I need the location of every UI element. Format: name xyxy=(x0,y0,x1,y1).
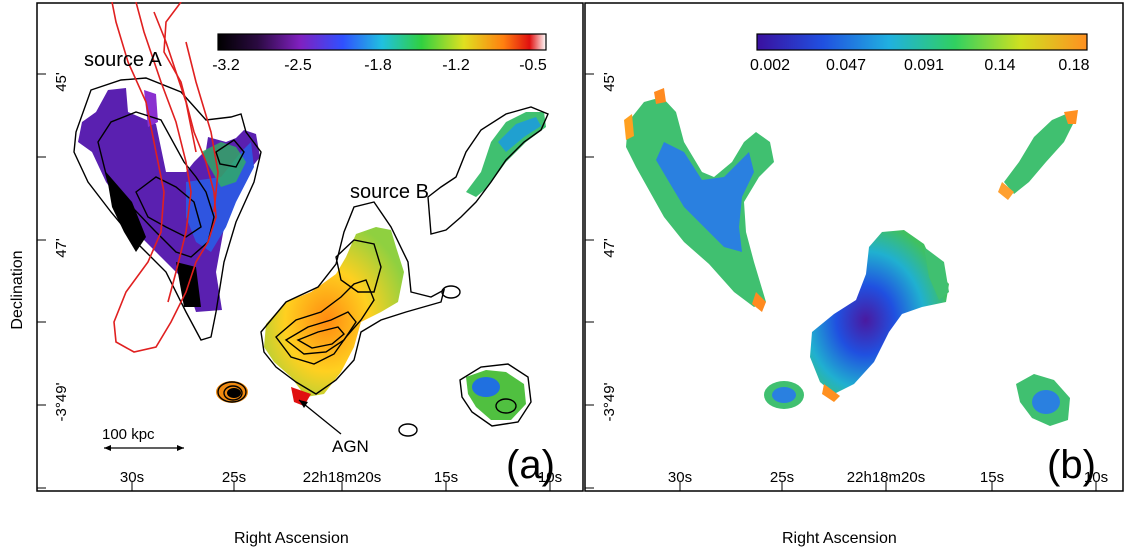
x-axis-label-a: Right Ascension xyxy=(234,530,349,547)
black-contours xyxy=(73,77,549,437)
y-axis-label-text: Declination xyxy=(9,250,26,329)
panel-b-tick-marks xyxy=(585,73,1097,491)
ra-tick-25: 25s xyxy=(222,469,246,486)
panel-a-ra-ticks: 30s 25s 22h18m20s 15s 10s xyxy=(120,469,562,486)
panel-b-source-b-green-edge xyxy=(924,247,949,300)
panel-a-tick-marks xyxy=(37,73,551,491)
source-b-spectral-map xyxy=(264,227,404,397)
panel-b-dec-ticks: 45' 47' -3°49' xyxy=(601,72,618,421)
source-a-dark-region xyxy=(106,172,146,252)
panel-b-source-a-inner xyxy=(656,142,754,252)
agn-arrowhead xyxy=(299,400,308,408)
filament-blue xyxy=(498,117,541,152)
panel-b-colorbar-ticks: 0.002 0.047 0.091 0.14 0.18 xyxy=(750,57,1090,74)
scale-bar-label: 100 kpc xyxy=(102,426,155,443)
agn-arrow xyxy=(298,399,342,435)
x-axis-label-b: Right Ascension xyxy=(782,530,897,547)
source-b-label: source B xyxy=(350,181,429,203)
panel-b-source-b xyxy=(810,230,949,394)
panel-b-label: (b) xyxy=(1047,443,1096,487)
b-ra-tick-20: 22h18m20s xyxy=(847,469,925,486)
colorbar-b-tick-4: 0.18 xyxy=(1058,57,1089,74)
panel-b-filament-tip xyxy=(1064,110,1078,124)
panel-b: 0.002 0.047 0.091 0.14 0.18 (b) 45' 47' … xyxy=(584,2,1124,492)
agn-label: AGN xyxy=(332,437,369,456)
b-dec-tick-47: 47' xyxy=(601,238,618,258)
colorbar-a-tick-1: -2.5 xyxy=(284,57,312,74)
ra-tick-15: 15s xyxy=(434,469,458,486)
colorbar-b-tick-2: 0.091 xyxy=(904,57,944,74)
colorbar-a-tick-0: -3.2 xyxy=(212,57,240,74)
b-dec-tick-49: -3°49' xyxy=(601,382,618,421)
red-contours xyxy=(111,2,219,353)
panel-b-filament xyxy=(1004,114,1074,194)
b-ra-tick-10: 10s xyxy=(1084,469,1108,486)
panel-a-colorbar-ticks: -3.2 -2.5 -1.8 -1.2 -0.5 xyxy=(212,57,547,74)
dec-tick-49: -3°49' xyxy=(53,382,70,421)
b-ra-tick-30: 30s xyxy=(668,469,692,486)
colorbar-b-tick-3: 0.14 xyxy=(984,57,1015,74)
panel-a-dec-ticks: 45' 47' -3°49' xyxy=(53,72,70,421)
ra-tick-30: 30s xyxy=(120,469,144,486)
panel-b-ra-ticks: 30s 25s 22h18m20s 15s 10s xyxy=(668,469,1108,486)
panel-b-source-a-edge2 xyxy=(624,114,634,140)
colorbar-b-tick-0: 0.002 xyxy=(750,57,790,74)
panel-b-filament-end xyxy=(998,182,1014,200)
colorbar-a-tick-4: -0.5 xyxy=(519,57,547,74)
panel-b-source-a-edge xyxy=(654,88,666,104)
dec-tick-45: 45' xyxy=(53,72,70,92)
panel-b-source-b-edge xyxy=(822,384,840,402)
dec-tick-47: 47' xyxy=(53,238,70,258)
scale-bar-left-arrow xyxy=(104,445,111,451)
b-dec-tick-45: 45' xyxy=(601,72,618,92)
b-ra-tick-25: 25s xyxy=(770,469,794,486)
ra-tick-20: 22h18m20s xyxy=(303,469,381,486)
small-blob-right-blue xyxy=(472,377,500,397)
scale-bar-right-arrow xyxy=(177,445,184,451)
colorbar-b-tick-1: 0.047 xyxy=(826,57,866,74)
b-ra-tick-15: 15s xyxy=(980,469,1004,486)
source-a-spectral-map xyxy=(78,88,260,312)
panel-a-colorbar xyxy=(217,33,547,51)
colorbar-a-tick-3: -1.2 xyxy=(442,57,470,74)
colorbar-a-tick-2: -1.8 xyxy=(364,57,392,74)
panel-b-small-blob-left-core xyxy=(772,387,796,403)
panel-a: -3.2 -2.5 -1.8 -1.2 -0.5 source A source… xyxy=(36,2,584,492)
panel-b-colorbar xyxy=(756,33,1088,51)
y-axis-label: Declination xyxy=(9,250,26,329)
ra-tick-10: 10s xyxy=(538,469,562,486)
panel-a-label: (a) xyxy=(506,443,555,487)
source-b-red-edge xyxy=(291,387,311,406)
panel-b-source-a-edge3 xyxy=(752,292,766,312)
source-a-label: source A xyxy=(84,49,162,71)
panel-b-small-blob-right-core xyxy=(1032,390,1060,414)
